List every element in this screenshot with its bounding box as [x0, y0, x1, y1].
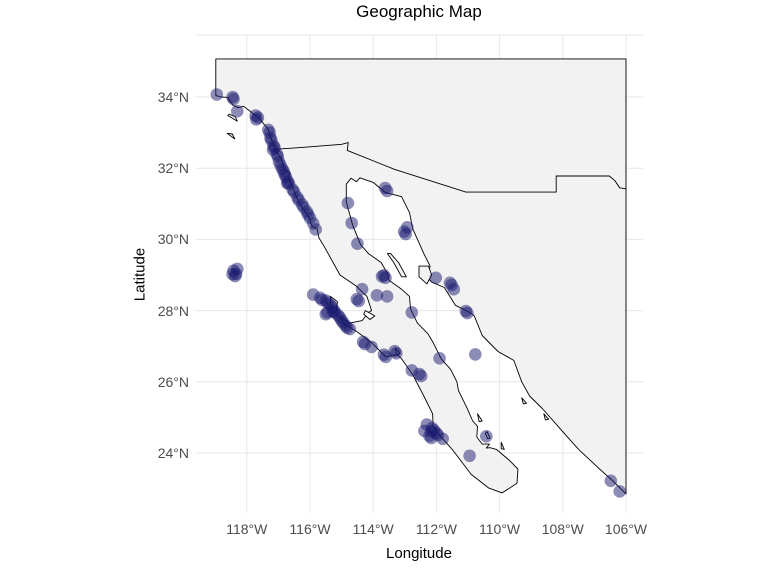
map-data-point — [463, 449, 476, 463]
map-data-point — [343, 322, 357, 336]
map-data-point — [390, 347, 403, 360]
island-polygon — [386, 253, 407, 278]
map-data-point — [447, 282, 461, 296]
map-data-point — [226, 268, 239, 281]
map-data-point — [352, 294, 366, 308]
us-mexico-border-line — [274, 142, 627, 193]
x-tick-label: 112°W — [415, 521, 457, 537]
map-data-point — [405, 306, 419, 319]
map-data-point — [461, 306, 474, 320]
border-path — [274, 142, 627, 193]
y-tick-label: 28°N — [157, 302, 189, 319]
island-polygon — [226, 132, 236, 140]
map-data-point — [309, 223, 323, 236]
map-data-point — [418, 424, 431, 438]
y-tick-label: 24°N — [157, 445, 189, 461]
island-polygon — [500, 441, 505, 450]
x-tick-label: 118°W — [226, 521, 268, 537]
map-data-point — [249, 113, 263, 126]
x-tick-label: 116°W — [289, 521, 331, 537]
map-data-point — [433, 352, 446, 365]
map-data-point — [341, 196, 355, 210]
map-data-point — [480, 430, 493, 443]
y-tick-label: 30°N — [157, 231, 189, 248]
map-data-point — [227, 92, 240, 106]
map-data-point — [351, 237, 364, 250]
island-polygon — [418, 265, 433, 285]
map-data-point — [414, 369, 428, 383]
map-data-point — [370, 289, 384, 302]
island-polygon — [543, 413, 550, 421]
x-axis-title: Longitude — [386, 545, 452, 562]
map-data-point — [365, 340, 378, 354]
map-data-point — [231, 104, 244, 118]
map-data-point — [401, 221, 414, 234]
map-data-point — [375, 270, 389, 283]
lagoon-polygon — [363, 310, 376, 320]
map-data-point — [469, 348, 482, 361]
map-data-point — [613, 485, 626, 498]
map-data-point — [380, 290, 394, 303]
y-tick-label: 34°N — [157, 89, 189, 105]
island-polygon — [477, 413, 483, 423]
map-data-point — [319, 307, 333, 321]
map-data-point — [210, 88, 224, 101]
x-tick-label: 114°W — [352, 521, 394, 537]
map-data-point — [380, 184, 394, 198]
data-points — [210, 88, 626, 498]
island-polygon — [521, 397, 527, 405]
x-tick-label: 108°W — [541, 521, 584, 537]
x-tick-label: 106°W — [604, 521, 648, 537]
x-tick-label: 110°W — [479, 521, 521, 537]
map-data-point — [604, 474, 618, 488]
y-tick-label: 26°N — [157, 373, 189, 390]
chart-title: Geographic Map — [356, 2, 482, 21]
y-tick-label: 32°N — [157, 160, 189, 177]
map-data-point — [345, 216, 359, 230]
map-data-point — [436, 432, 450, 446]
map-data-point — [355, 282, 369, 296]
map-data-point — [429, 271, 443, 285]
